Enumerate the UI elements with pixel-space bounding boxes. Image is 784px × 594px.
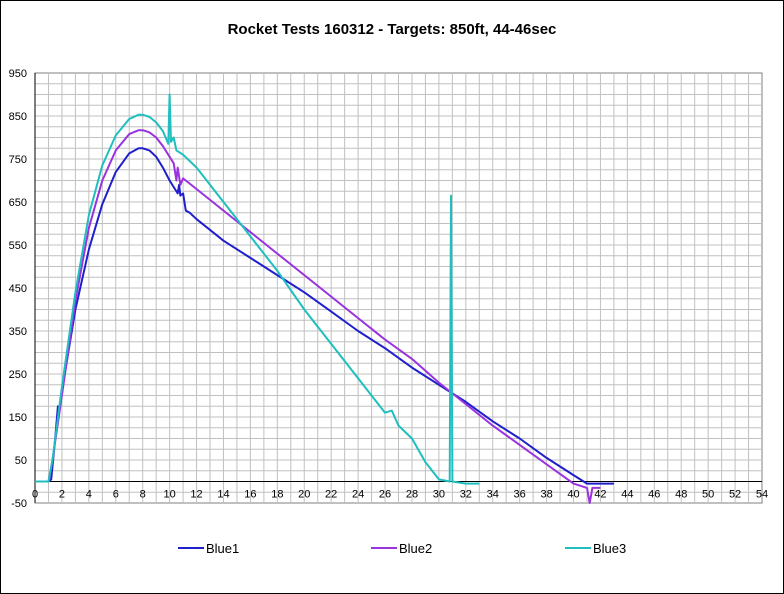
series-layer bbox=[35, 93, 614, 504]
x-tick-label: 46 bbox=[648, 489, 660, 501]
x-tick-label: 38 bbox=[540, 489, 552, 501]
x-tick-label: 36 bbox=[514, 489, 526, 501]
x-tick-label: 24 bbox=[352, 489, 364, 501]
chart-title: Rocket Tests 160312 - Targets: 850ft, 44… bbox=[228, 21, 557, 38]
x-tick-label: 52 bbox=[729, 489, 741, 501]
x-tick-label: 26 bbox=[379, 489, 391, 501]
y-tick-label: 50 bbox=[15, 455, 27, 467]
x-tick-label: 16 bbox=[244, 489, 256, 501]
y-tick-label: 550 bbox=[9, 240, 27, 252]
y-tick-label: 750 bbox=[9, 154, 27, 166]
x-tick-label: 12 bbox=[190, 489, 202, 501]
x-tick-label: 2 bbox=[59, 489, 65, 501]
x-tick-label: 48 bbox=[675, 489, 687, 501]
y-tick-label: 950 bbox=[9, 68, 27, 80]
grid-layer bbox=[34, 73, 762, 503]
x-tick-label: 54 bbox=[756, 489, 768, 501]
legend-label-blue2: Blue2 bbox=[399, 541, 432, 556]
series-line-blue2 bbox=[35, 129, 601, 504]
x-tick-label: 42 bbox=[594, 489, 606, 501]
y-tick-label: 350 bbox=[9, 326, 27, 338]
y-tick-label: 650 bbox=[9, 197, 27, 209]
x-tick-label: 40 bbox=[567, 489, 579, 501]
legend-label-blue3: Blue3 bbox=[593, 541, 626, 556]
x-tick-label: 14 bbox=[217, 489, 229, 501]
y-tick-label: 250 bbox=[9, 369, 27, 381]
legend-label-blue1: Blue1 bbox=[206, 541, 239, 556]
legend: Blue1 Blue2 Blue3 bbox=[178, 541, 626, 556]
x-tick-label: 8 bbox=[140, 489, 146, 501]
x-tick-label: 10 bbox=[164, 489, 176, 501]
series-line-blue3 bbox=[35, 93, 480, 485]
y-tick-label: 150 bbox=[9, 412, 27, 424]
x-tick-label: 28 bbox=[406, 489, 418, 501]
x-tick-label: 4 bbox=[86, 489, 92, 501]
series-line-blue1 bbox=[35, 147, 614, 485]
y-tick-labels: -50 50 150 250 350 450 550 650 750 850 950 bbox=[9, 68, 27, 510]
y-tick-label: 450 bbox=[9, 283, 27, 295]
x-tick-label: 0 bbox=[32, 489, 38, 501]
x-tick-labels: 0 2 4 6 8 10 12 14 16 18 20 22 24 26 28 30 32 34 36 38 40 42 4… bbox=[32, 489, 768, 501]
y-tick-label: 850 bbox=[9, 111, 27, 123]
x-tick-label: 50 bbox=[702, 489, 714, 501]
x-tick-label: 32 bbox=[460, 489, 472, 501]
x-tick-label: 44 bbox=[621, 489, 633, 501]
x-tick-label: 30 bbox=[433, 489, 445, 501]
x-tick-label: 20 bbox=[298, 489, 310, 501]
y-tick-label: -50 bbox=[11, 498, 27, 510]
x-tick-label: 6 bbox=[113, 489, 119, 501]
x-tick-label: 18 bbox=[271, 489, 283, 501]
x-tick-label: 22 bbox=[325, 489, 337, 501]
x-tick-label: 34 bbox=[487, 489, 499, 501]
